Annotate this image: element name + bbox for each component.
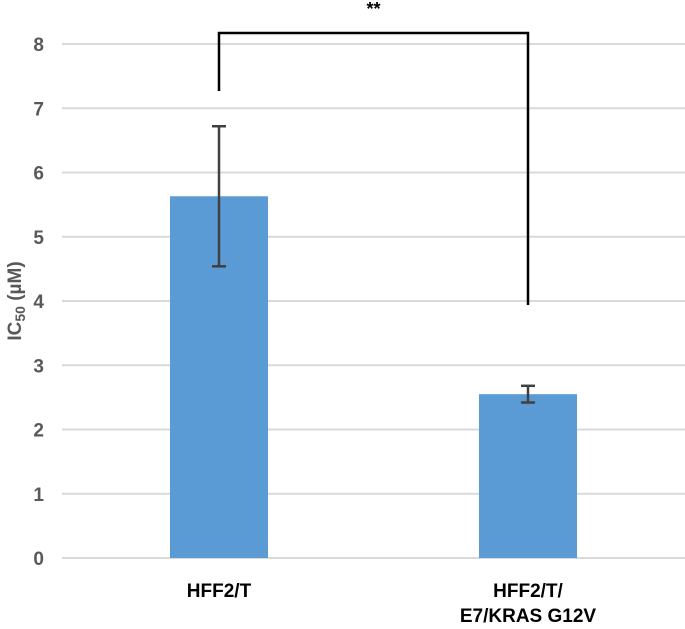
significance-label: ** <box>366 0 380 19</box>
y-tick-label: 3 <box>33 356 44 377</box>
y-tick-label: 1 <box>33 485 44 506</box>
y-tick-label: 0 <box>33 549 44 570</box>
y-axis-label: IC50 (µM) <box>5 261 28 340</box>
y-tick-label: 5 <box>33 228 44 249</box>
x-category-label: HFF2/T <box>187 581 252 602</box>
y-tick-label: 8 <box>33 35 44 56</box>
significance-bracket <box>217 31 530 305</box>
y-tick-label: 7 <box>33 99 44 120</box>
y-tick-label: 4 <box>33 292 44 313</box>
y-axis-label-main: IC <box>5 321 26 340</box>
y-axis-label-unit: (µM) <box>5 261 26 306</box>
bar <box>479 394 577 558</box>
y-tick-label: 6 <box>33 164 44 185</box>
y-tick-label: 2 <box>33 421 44 442</box>
x-category-label: E7/KRAS G12V <box>460 606 597 627</box>
x-category-label: HFF2/T/ <box>493 581 563 602</box>
y-axis-label-subscript: 50 <box>12 306 28 322</box>
